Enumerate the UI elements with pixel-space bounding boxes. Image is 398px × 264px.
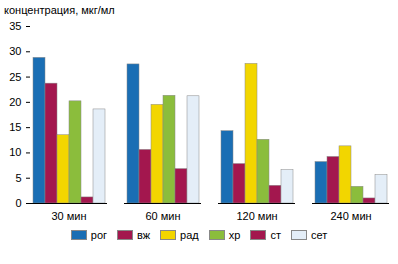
svg-text:20: 20: [9, 96, 21, 108]
html-text:ст: ст: [270, 229, 281, 241]
svg-text:35: 35: [9, 20, 21, 32]
svg-text:30: 30: [9, 45, 21, 57]
svg-text:30 мин: 30 мин: [51, 210, 86, 222]
svg-text:60 мин: 60 мин: [145, 210, 180, 222]
svg-text:10: 10: [9, 146, 21, 158]
html-text:рог: рог: [90, 229, 107, 241]
html-text:концентрация, мкг/мл: концентрация, мкг/мл: [4, 4, 115, 16]
svg-text:240 мин: 240 мин: [330, 210, 371, 222]
svg-text:15: 15: [9, 121, 21, 133]
svg-text:5: 5: [15, 172, 21, 184]
html-text:рад: рад: [180, 229, 199, 241]
html-text:вж: вж: [137, 229, 151, 241]
svg-text:0: 0: [15, 197, 21, 209]
svg-text:25: 25: [9, 71, 21, 83]
svg-text:120 мин: 120 мин: [236, 210, 277, 222]
html-text:сет: сет: [310, 229, 328, 241]
html-text:хр: хр: [228, 229, 241, 241]
